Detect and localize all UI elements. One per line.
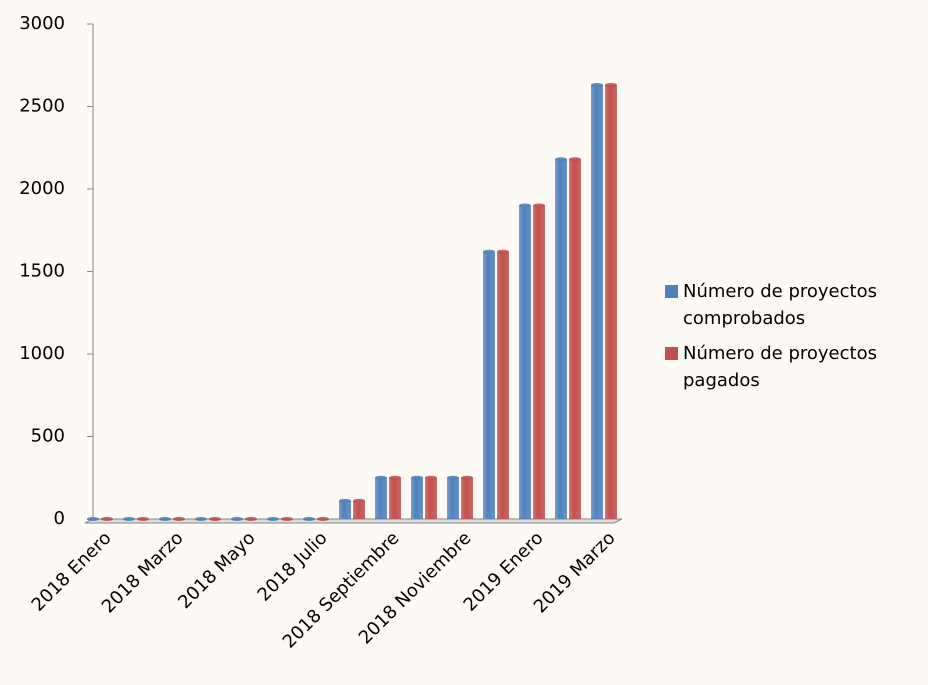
bar <box>555 159 567 520</box>
bar <box>461 477 473 519</box>
bar <box>605 85 617 520</box>
bar <box>353 500 365 519</box>
bar-cap <box>375 475 387 480</box>
bar-cap <box>339 498 351 503</box>
bar-cap <box>231 517 243 521</box>
bar-cap <box>303 517 315 521</box>
bar-cap <box>173 517 185 521</box>
bar-cap <box>425 475 437 480</box>
bar-cap <box>317 517 329 521</box>
bar <box>339 500 351 519</box>
legend-swatch <box>665 285 678 298</box>
bar-cap <box>519 203 531 208</box>
bar <box>389 477 401 519</box>
bar-cap <box>605 83 617 88</box>
legend-item: Número de proyectos comprobados <box>665 278 927 332</box>
x-tick-label: 2018 Julio <box>254 528 332 606</box>
bar-cap <box>591 83 603 88</box>
bar <box>447 477 459 519</box>
bar <box>483 251 495 519</box>
bar-cap <box>209 517 221 521</box>
bar-cap <box>245 517 257 521</box>
bar-cap <box>411 475 423 480</box>
bar <box>425 477 437 519</box>
bar-cap <box>461 475 473 480</box>
bar-cap <box>87 517 99 521</box>
y-tick-label: 2500 <box>19 96 65 117</box>
bar-cap <box>569 157 581 162</box>
y-tick-label: 1000 <box>19 343 65 364</box>
bar-cap <box>389 475 401 480</box>
x-tick-label: 2018 Mayo <box>174 528 259 613</box>
bar-cap <box>533 203 545 208</box>
bar-cap <box>353 498 365 503</box>
bar <box>533 205 545 519</box>
bar <box>411 477 423 519</box>
bar-cap <box>137 517 149 521</box>
bar <box>375 477 387 519</box>
legend: Número de proyectos comprobados Número de… <box>665 278 927 402</box>
bar-cap <box>555 157 567 162</box>
legend-label: Número de proyectos pagados <box>683 343 877 391</box>
legend-item: Número de proyectos pagados <box>665 340 927 394</box>
bar <box>569 159 581 520</box>
bar <box>497 251 509 519</box>
y-tick-label: 0 <box>54 508 65 529</box>
legend-label: Número de proyectos comprobados <box>683 281 877 329</box>
legend-swatch <box>665 347 678 360</box>
bar-cap <box>123 517 135 521</box>
bar-cap <box>483 249 495 254</box>
y-tick-label: 2000 <box>19 178 65 199</box>
bar-cap <box>101 517 113 521</box>
bar-cap <box>281 517 293 521</box>
bar <box>591 85 603 520</box>
y-tick-label: 500 <box>31 426 65 447</box>
bar <box>519 205 531 519</box>
bar-cap <box>497 249 509 254</box>
y-tick-label: 3000 <box>19 13 65 34</box>
bar-cap <box>195 517 207 521</box>
bar-cap <box>159 517 171 521</box>
y-tick-label: 1500 <box>19 261 65 282</box>
bar-cap <box>267 517 279 521</box>
bar-cap <box>447 475 459 480</box>
